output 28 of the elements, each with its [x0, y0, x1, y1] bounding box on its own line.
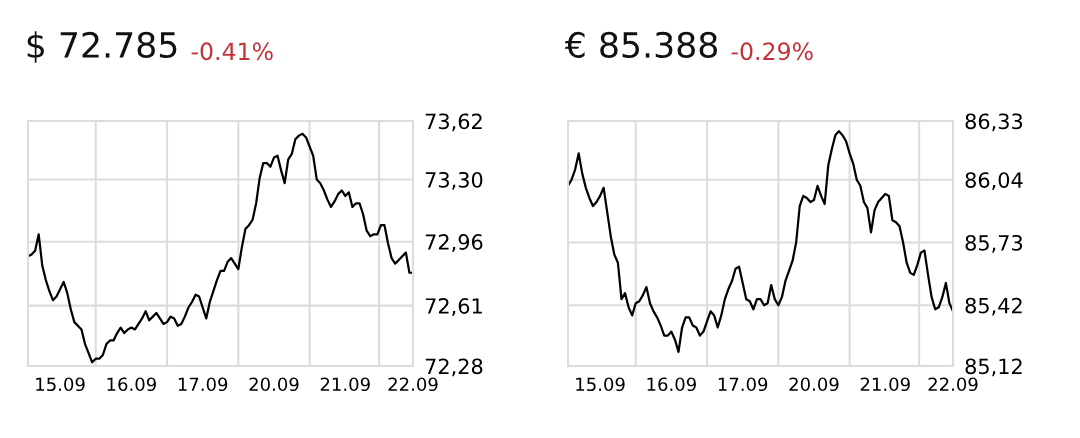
chart-title: € 85.388	[564, 31, 718, 59]
x-tick-label: 15.09	[36, 377, 85, 392]
y-tick-label: 72,61	[425, 298, 482, 316]
x-tick-label: 21.09	[860, 377, 910, 392]
x-tick-label: 16.09	[647, 377, 696, 392]
line-series	[568, 130, 953, 353]
line-series	[28, 132, 413, 364]
chart-subtitle: -0.29%	[731, 42, 813, 61]
y-tick-label: 85,73	[965, 234, 1023, 253]
x-tick-label: 16.09	[107, 377, 156, 392]
y-tick-label: 72,28	[425, 358, 483, 377]
y-tick-label: 85,12	[965, 358, 1022, 377]
x-tick-label: 22.09	[928, 377, 978, 392]
x-tick-label: 22.09	[388, 377, 438, 392]
chart-title: $ 72.785	[27, 31, 177, 63]
y-tick-label: 73,30	[425, 171, 483, 190]
y-tick-label: 72,96	[425, 234, 483, 253]
chart-subtitle: -0.41%	[191, 42, 273, 61]
x-tick-label: 17.09	[718, 377, 768, 392]
x-tick-label: 21.09	[320, 377, 370, 392]
y-tick-label: 73,62	[425, 113, 482, 132]
x-tick-label: 20.09	[249, 377, 299, 392]
x-tick-label: 15.09	[576, 377, 625, 392]
x-tick-label: 17.09	[178, 377, 228, 392]
y-tick-label: 86,04	[965, 172, 1023, 191]
y-tick-label: 85,42	[965, 297, 1022, 316]
x-tick-label: 20.09	[789, 377, 839, 392]
y-tick-label: 86,33	[965, 113, 1023, 132]
